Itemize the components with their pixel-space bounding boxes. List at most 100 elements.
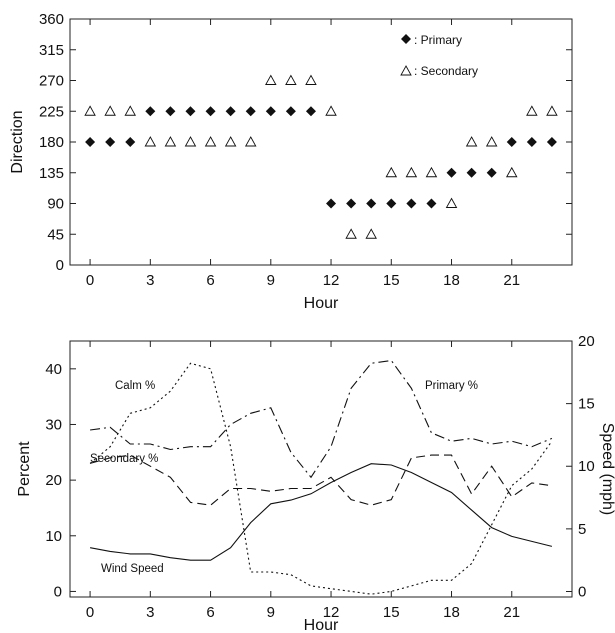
primary-direction-point bbox=[85, 137, 96, 147]
primary-direction-point bbox=[446, 167, 457, 178]
primary-direction-point bbox=[366, 198, 377, 209]
direction-ytick-label: 315 bbox=[39, 42, 64, 59]
primary-direction-point bbox=[326, 198, 337, 209]
primary-direction-point bbox=[305, 106, 316, 117]
legend-secondary-marker bbox=[400, 65, 412, 76]
primary-direction-point bbox=[386, 198, 397, 209]
direction-ytick-label: 180 bbox=[39, 134, 64, 151]
percent-xtick-label: 21 bbox=[503, 604, 520, 621]
primary-direction-point bbox=[285, 106, 296, 117]
direction-xtick-label: 15 bbox=[383, 272, 400, 289]
direction-xtick-label: 18 bbox=[443, 272, 460, 289]
secondary-direction-point bbox=[345, 228, 357, 239]
direction-xtick-label: 21 bbox=[503, 272, 520, 289]
secondary-direction-point bbox=[84, 105, 96, 116]
percent-xtick-label: 15 bbox=[383, 604, 400, 621]
direction-ytick-label: 225 bbox=[39, 103, 64, 120]
secondary-percent-line bbox=[89, 454, 552, 506]
secondary-percent-annotation: Secondary % bbox=[90, 453, 158, 465]
primary-direction-point bbox=[105, 137, 116, 147]
secondary-direction-point bbox=[526, 105, 538, 116]
direction-ytick-label: 0 bbox=[56, 257, 64, 274]
direction-xtick-label: 9 bbox=[267, 272, 275, 289]
percent-speed-chart: 0 3 6 9 12 15 18 21 0 10 20 30 40 0 5 10 15 20 Calm % Pri… bbox=[16, 333, 615, 633]
percent-xtick-label: 12 bbox=[323, 604, 340, 621]
percent-xtick-label: 3 bbox=[146, 604, 154, 621]
primary-direction-point bbox=[426, 198, 437, 209]
direction-plot-frame bbox=[69, 18, 573, 266]
secondary-direction-point bbox=[265, 74, 277, 85]
speed-ytick-label: 20 bbox=[578, 333, 595, 350]
secondary-direction-point bbox=[445, 197, 458, 208]
secondary-direction-point bbox=[425, 166, 438, 178]
direction-ytick-label: 135 bbox=[39, 165, 64, 182]
secondary-direction-point bbox=[385, 166, 398, 178]
primary-percent-annotation: Primary % bbox=[425, 380, 478, 392]
direction-xtick-label: 0 bbox=[86, 272, 94, 289]
percent-ytick-label: 40 bbox=[45, 361, 62, 378]
primary-direction-point bbox=[165, 106, 176, 117]
direction-ticks: 0 3 6 9 12 15 18 21 0 45 90 135 180 225 270 315 360 bbox=[39, 11, 572, 289]
legend-primary-marker bbox=[401, 34, 411, 44]
direction-ytick-label: 270 bbox=[39, 73, 64, 90]
percent-ytick-label: 10 bbox=[45, 528, 62, 545]
secondary-direction-point bbox=[305, 74, 317, 85]
legend-secondary-label: : Secondary bbox=[414, 64, 478, 78]
primary-direction-point bbox=[145, 106, 156, 117]
primary-direction-point bbox=[546, 137, 557, 147]
primary-percent-line bbox=[90, 359, 553, 479]
speed-ytick-label: 15 bbox=[578, 396, 595, 413]
speed-ytick-label: 0 bbox=[578, 583, 586, 600]
secondary-direction-point bbox=[204, 136, 217, 147]
direction-yaxis-title: Direction bbox=[9, 110, 26, 173]
wind-speed-annotation: Wind Speed bbox=[101, 563, 164, 575]
direction-xtick-label: 6 bbox=[206, 272, 214, 289]
secondary-direction-point bbox=[244, 136, 257, 147]
direction-legend: : Primary : Secondary bbox=[400, 33, 478, 78]
direction-xaxis-title: Hour bbox=[304, 295, 339, 312]
direction-xtick-label: 12 bbox=[323, 272, 340, 289]
percent-xtick-label: 0 bbox=[86, 604, 94, 621]
primary-direction-point bbox=[205, 106, 216, 117]
percent-xtick-label: 18 bbox=[443, 604, 460, 621]
secondary-direction-point bbox=[325, 105, 337, 116]
percent-yaxis-title: Percent bbox=[16, 441, 33, 497]
primary-direction-point bbox=[466, 167, 477, 178]
wind-speed-line bbox=[90, 463, 553, 561]
speed-ytick-label: 10 bbox=[578, 458, 595, 475]
secondary-direction-point bbox=[546, 105, 558, 116]
secondary-direction-point bbox=[505, 166, 518, 178]
speed-yaxis-title: Speed (mph) bbox=[599, 423, 615, 516]
primary-direction-point bbox=[225, 106, 236, 117]
percent-ytick-label: 20 bbox=[45, 472, 62, 489]
primary-direction-point bbox=[486, 167, 497, 178]
percent-xtick-label: 6 bbox=[206, 604, 214, 621]
primary-direction-point bbox=[265, 106, 276, 117]
calm-percent-annotation: Calm % bbox=[115, 380, 155, 392]
primary-direction-point bbox=[526, 137, 537, 147]
direction-ytick-label: 90 bbox=[47, 196, 64, 213]
secondary-direction-point bbox=[224, 136, 237, 147]
secondary-direction-point bbox=[124, 105, 137, 116]
percent-xaxis-title: Hour bbox=[304, 617, 339, 633]
secondary-direction-point bbox=[405, 166, 418, 178]
primary-direction-point bbox=[406, 198, 417, 209]
secondary-direction-point bbox=[285, 74, 297, 85]
direction-xtick-label: 3 bbox=[146, 272, 154, 289]
secondary-direction-point bbox=[184, 136, 197, 147]
percent-speed-lines bbox=[89, 359, 553, 595]
primary-direction-point bbox=[346, 198, 357, 209]
secondary-direction-point bbox=[164, 136, 177, 147]
secondary-direction-point bbox=[365, 228, 377, 239]
secondary-direction-point bbox=[144, 136, 157, 147]
percent-ytick-label: 0 bbox=[54, 583, 62, 600]
percent-plot-frame bbox=[69, 340, 573, 598]
primary-direction-point bbox=[506, 137, 517, 147]
direction-chart: 0 3 6 9 12 15 18 21 0 45 90 135 180 225 270 315 360 : Pr… bbox=[9, 11, 573, 312]
primary-direction-point bbox=[185, 106, 196, 117]
secondary-direction-point bbox=[104, 105, 116, 116]
direction-markers bbox=[84, 74, 558, 239]
percent-ticks: 0 3 6 9 12 15 18 21 0 10 20 30 40 0 5 10 15 20 bbox=[45, 333, 594, 621]
legend-primary-label: : Primary bbox=[414, 33, 462, 47]
